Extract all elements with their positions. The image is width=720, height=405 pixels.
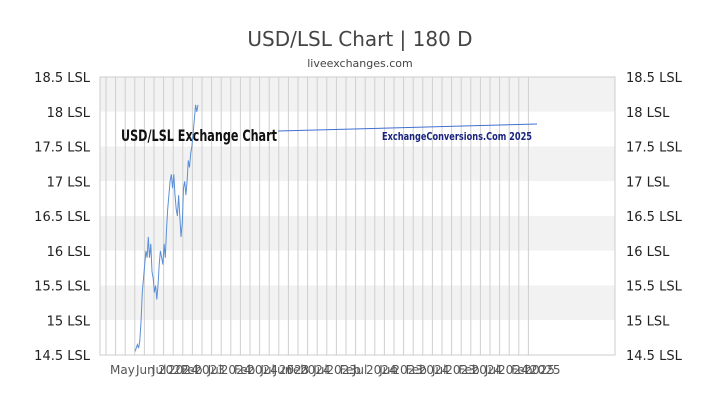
- plot-band: [100, 216, 615, 251]
- x-tick-label: 2024: [472, 363, 503, 377]
- chart-subtitle: liveexchanges.com: [307, 57, 412, 70]
- x-tick-label: Jul: [151, 363, 166, 377]
- y-axis-right: 18.5 LSL 18 LSL 17.5 LSL 17 LSL 16.5 LSL 16 L…: [626, 71, 683, 364]
- y-tick-label-right: 15 LSL: [626, 314, 670, 329]
- plot-band: [100, 181, 615, 216]
- plot-band: [100, 250, 615, 286]
- x-tick-label: Feb: [406, 363, 427, 377]
- plot-bands: [100, 77, 615, 355]
- y-tick-label-left: 17 LSL: [47, 175, 91, 190]
- x-tick-label: Jul: [312, 363, 327, 377]
- y-tick-label-left: 18 LSL: [47, 106, 91, 121]
- plot-band: [100, 285, 615, 321]
- y-tick-label-left: 16 LSL: [47, 245, 91, 260]
- x-tick-label: Jun: [135, 363, 155, 377]
- x-tick-label: Feb: [458, 363, 479, 377]
- x-tick-label: Jun: [273, 363, 293, 377]
- y-tick-label-left: 17.5 LSL: [34, 141, 91, 156]
- x-tick-label: Jul 2023: [259, 363, 309, 377]
- y-tick-label-left: 15.5 LSL: [34, 280, 91, 295]
- y-tick-label-right: 17.5 LSL: [626, 141, 683, 156]
- x-tick-label: Jul: [352, 363, 367, 377]
- x-tick-label: 2024: [419, 363, 450, 377]
- y-tick-label-right: 16.5 LSL: [626, 210, 683, 225]
- x-tick-label: 2024: [498, 363, 529, 377]
- plot-band: [100, 146, 615, 182]
- chart-title: USD/LSL Chart | 180 D: [247, 27, 472, 51]
- plot-band: [100, 320, 615, 355]
- y-tick-label-right: 17 LSL: [626, 175, 670, 190]
- y-tick-label-left: 16.5 LSL: [34, 210, 91, 225]
- y-tick-label-right: 16 LSL: [626, 245, 670, 260]
- watermark-line: [277, 123, 538, 132]
- y-tick-label-left: 18.5 LSL: [34, 71, 91, 86]
- x-tick-label: 2023: [392, 363, 423, 377]
- x-tick-label: Jul: [431, 363, 446, 377]
- x-tick-label: Jul: [207, 363, 222, 377]
- x-tick-label: 2024: [300, 363, 331, 377]
- y-axis-left: 18.5 LSL 18 LSL 17.5 LSL 17 LSL 16.5 LSL 16 L…: [34, 71, 91, 364]
- x-tick-label: 2023: [445, 363, 476, 377]
- watermark-source: ExchangeConversions.Com 2025: [382, 130, 532, 143]
- vertical-gridlines: [105, 77, 529, 355]
- x-tick-label: 2025: [524, 363, 555, 377]
- x-tick-label: 2023: [194, 363, 225, 377]
- x-tick-label: Jul: [484, 363, 499, 377]
- x-tick-label: Jun: [378, 363, 398, 377]
- y-tick-label-left: 14.5 LSL: [34, 349, 91, 364]
- y-tick-label-right: 15.5 LSL: [626, 280, 683, 295]
- x-tick-label: 2022: [158, 363, 189, 377]
- x-tick-label: Feb: [340, 363, 361, 377]
- x-tick-label: 2024: [366, 363, 397, 377]
- x-tick-label: 2024: [247, 363, 278, 377]
- x-tick-label: May: [110, 363, 135, 377]
- watermark-title: USD/LSL Exchange Chart: [121, 126, 277, 145]
- y-tick-label-left: 15 LSL: [47, 314, 91, 329]
- x-tick-label: 2024: [221, 363, 252, 377]
- plot-border: [99, 76, 616, 356]
- x-tick-label: Feb: [511, 363, 532, 377]
- x-tick-label: 2025: [530, 363, 561, 377]
- plot-band: [100, 77, 615, 112]
- x-tick-label: Feb: [287, 363, 308, 377]
- series-line: [134, 104, 199, 352]
- x-tick-label: 2023: [326, 363, 357, 377]
- y-tick-label-right: 18.5 LSL: [626, 71, 683, 86]
- x-tick-label: 2024: [168, 363, 199, 377]
- y-tick-label-right: 14.5 LSL: [626, 349, 683, 364]
- x-tick-label: Feb: [234, 363, 255, 377]
- x-tick-label: Feb: [181, 363, 202, 377]
- y-tick-label-right: 18 LSL: [626, 106, 670, 121]
